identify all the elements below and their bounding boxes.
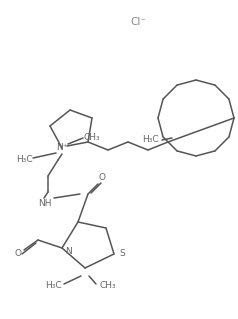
Text: H₃C: H₃C	[45, 281, 62, 291]
Text: H₃C: H₃C	[142, 136, 159, 145]
Text: S: S	[119, 249, 125, 258]
Text: N⁺: N⁺	[56, 144, 68, 152]
Text: N: N	[65, 248, 71, 256]
Text: CH₃: CH₃	[100, 281, 117, 291]
Text: Cl⁻: Cl⁻	[130, 17, 146, 27]
Text: H₃C: H₃C	[16, 155, 33, 165]
Text: O: O	[15, 249, 21, 258]
Text: O: O	[99, 174, 105, 182]
Text: NH: NH	[38, 199, 51, 209]
Text: CH₃: CH₃	[84, 133, 101, 143]
